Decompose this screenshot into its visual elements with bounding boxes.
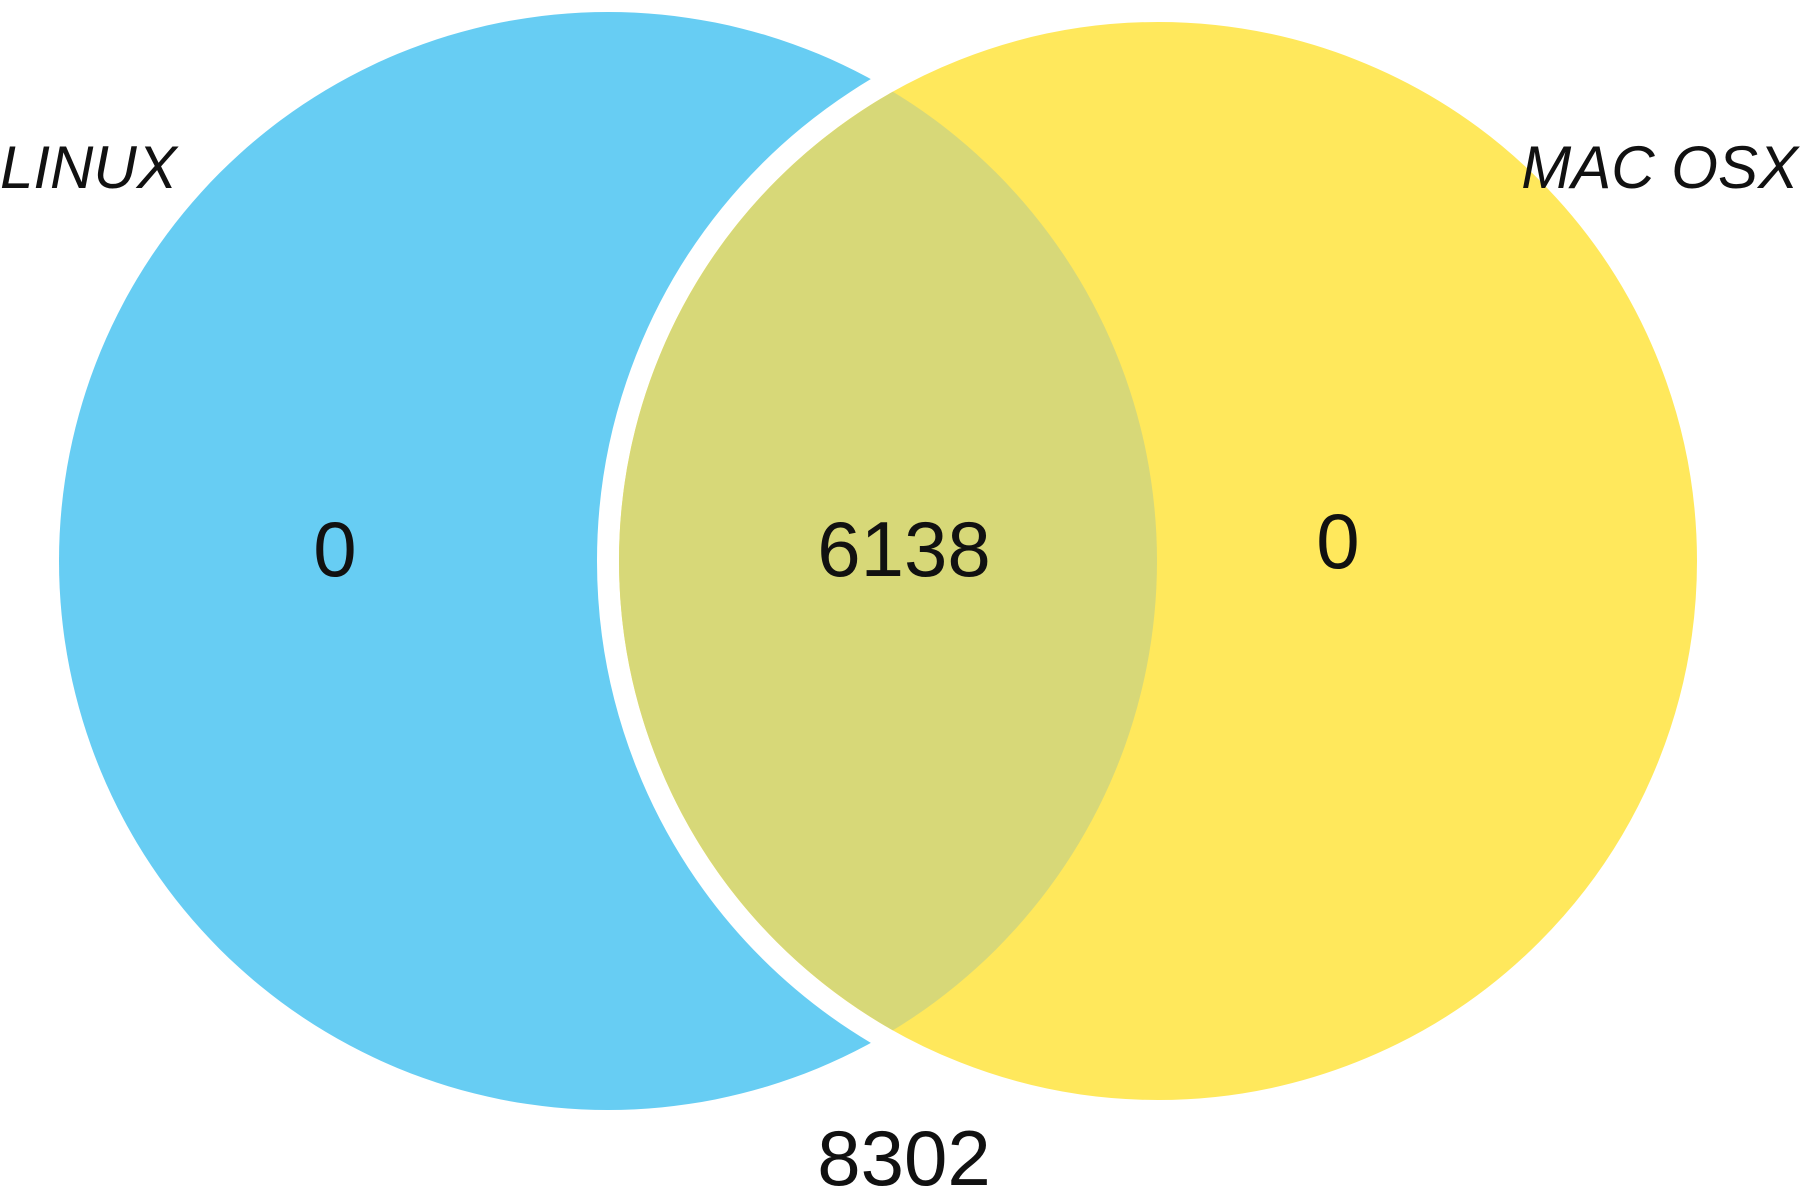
intersection-region [619, 22, 1157, 1100]
mac-osx-set-label: MAC OSX [1521, 134, 1800, 201]
linux-set-label: LINUX [0, 134, 179, 201]
mac-osx-only-count: 0 [1316, 497, 1359, 585]
intersection-count: 6138 [817, 505, 991, 593]
outside-count: 8302 [817, 1114, 991, 1201]
linux-only-count: 0 [313, 505, 356, 593]
